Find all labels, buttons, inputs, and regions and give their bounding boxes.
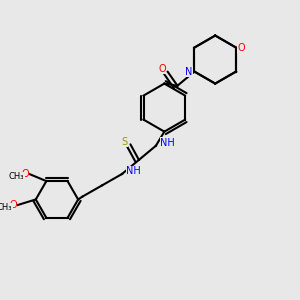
Text: O: O [21,169,29,179]
Text: NH: NH [160,138,175,148]
Text: CH₃: CH₃ [0,203,12,212]
Text: NH: NH [126,166,141,176]
Text: CH₃: CH₃ [9,172,24,182]
Text: O: O [9,200,17,210]
Text: N: N [185,67,193,76]
Text: S: S [122,136,128,146]
Text: O: O [158,64,166,74]
Text: O: O [238,43,245,52]
